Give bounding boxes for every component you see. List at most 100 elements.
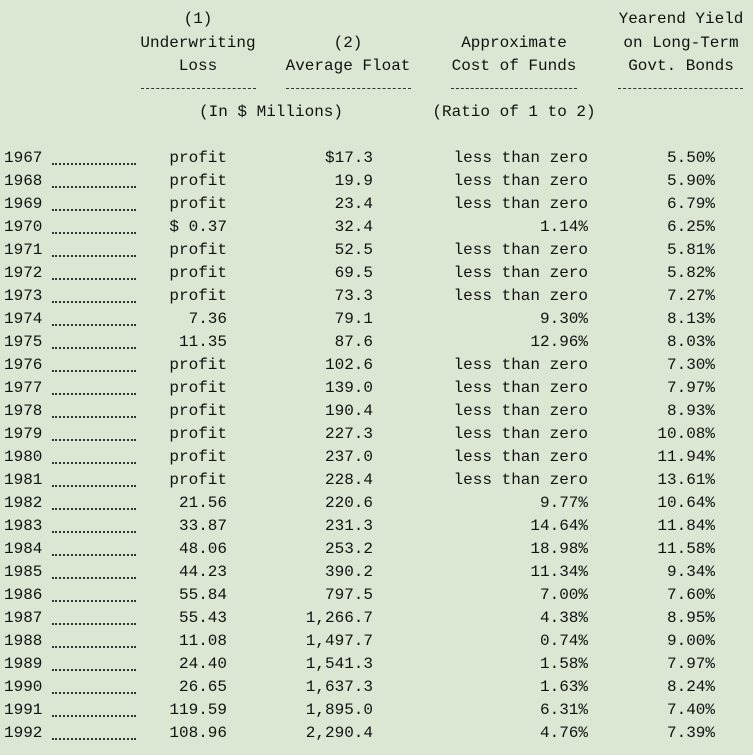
year-cell: 1973 [4,287,43,305]
table-cell: less than zero [453,264,588,282]
year-cell: 1981 [4,471,43,489]
table-cell: 227.3 [324,425,373,443]
table-cell: 231.3 [324,517,373,535]
table-cell: 8.93% [666,402,715,420]
column-header: on Long-Term [623,33,739,52]
table-cell: 26.65 [178,678,227,696]
table-cell: 7.27% [666,287,715,305]
table-cell: profit [169,241,227,259]
year-cell: 1968 [4,172,43,190]
table-cell: 11.35 [178,333,227,351]
leader-dots [52,692,136,694]
table-cell: profit [169,448,227,466]
leader-dots [52,186,136,188]
column-header: Yearend Yield [618,10,744,28]
leader-dots [52,669,136,671]
year-cell: 1990 [4,678,43,696]
table-cell: 190.4 [324,402,373,420]
year-cell: 1971 [4,241,43,259]
column-rule [286,88,411,89]
table-cell: 390.2 [324,563,373,581]
table-cell: 1.63% [539,678,588,696]
table-cell: less than zero [453,471,588,489]
leader-dots [52,393,136,395]
table-cell: 10.08% [657,425,715,443]
table-cell: 11.08 [178,632,227,650]
leader-dots [52,531,136,533]
table-cell: 79.1 [334,310,373,328]
column-header: Loss [178,57,218,75]
leader-dots [52,209,136,211]
year-cell: 1972 [4,264,43,282]
column-header: Govt. Bonds [628,57,734,75]
table-cell: 8.95% [666,609,715,627]
year-cell: 1974 [4,310,43,328]
year-cell: 1987 [4,609,43,627]
leader-dots [52,485,136,487]
leader-dots [52,255,136,257]
table-cell: less than zero [453,448,588,466]
year-cell: 1979 [4,425,43,443]
table-cell: 9.34% [666,563,715,581]
table-cell: 9.30% [539,310,588,328]
table-cell: 9.00% [666,632,715,650]
year-cell: 1969 [4,195,43,213]
table-cell: 23.4 [334,195,373,213]
table-cell: 119.59 [169,701,227,719]
leader-dots [52,462,136,464]
units-label: (Ratio of 1 to 2) [432,103,596,121]
table-cell: profit [169,195,227,213]
column-rule [451,88,577,89]
table-cell: 5.82% [666,264,715,282]
column-rule [141,88,256,89]
leader-dots [52,715,136,717]
leader-dots [52,439,136,441]
table-cell: profit [169,287,227,305]
leader-dots [52,600,136,602]
table-cell: 11.34% [530,563,588,581]
table-cell: 7.36 [188,310,227,328]
table-cell: 44.23 [178,563,227,581]
table-cell: profit [169,264,227,282]
table-cell: 11.58% [657,540,715,558]
table-cell: 7.30% [666,356,715,374]
table-cell: profit [169,379,227,397]
table-cell: 237.0 [324,448,373,466]
table-cell: 9.77% [539,494,588,512]
table-cell: 14.64% [530,517,588,535]
table-cell: 1.14% [539,218,588,236]
table-cell: less than zero [453,195,588,213]
column-header: Approximate [461,33,567,52]
table-cell: profit [169,149,227,167]
table-cell: 797.5 [324,586,373,604]
table-cell: less than zero [453,149,588,167]
table-cell: 1.58% [539,655,588,673]
year-cell: 1977 [4,379,43,397]
table-cell: 4.38% [539,609,588,627]
table-cell: 87.6 [334,333,373,351]
table-cell: 24.40 [178,655,227,673]
column-header: Cost of Funds [451,57,577,75]
table-cell: 220.6 [324,494,373,512]
table-cell: 11.94% [657,448,715,466]
year-cell: 1986 [4,586,43,604]
table-cell: 7.39% [666,724,715,742]
units-label: (In $ Millions) [198,103,344,121]
table-cell: 6.79% [666,195,715,213]
table-cell: less than zero [453,287,588,305]
table-cell: 1,637.3 [305,678,373,696]
table-cell: 13.61% [657,471,715,489]
table-cell: 48.06 [178,540,227,558]
table-cell: profit [169,425,227,443]
year-cell: 1978 [4,402,43,420]
year-cell: 1980 [4,448,43,466]
table-cell: 73.3 [334,287,373,305]
table-cell: 8.13% [666,310,715,328]
year-cell: 1983 [4,517,43,535]
leader-dots [52,301,136,303]
table-cell: 19.9 [334,172,373,190]
table-cell: 33.87 [178,517,227,535]
table-cell: $17.3 [324,149,373,167]
table-cell: 10.64% [657,494,715,512]
